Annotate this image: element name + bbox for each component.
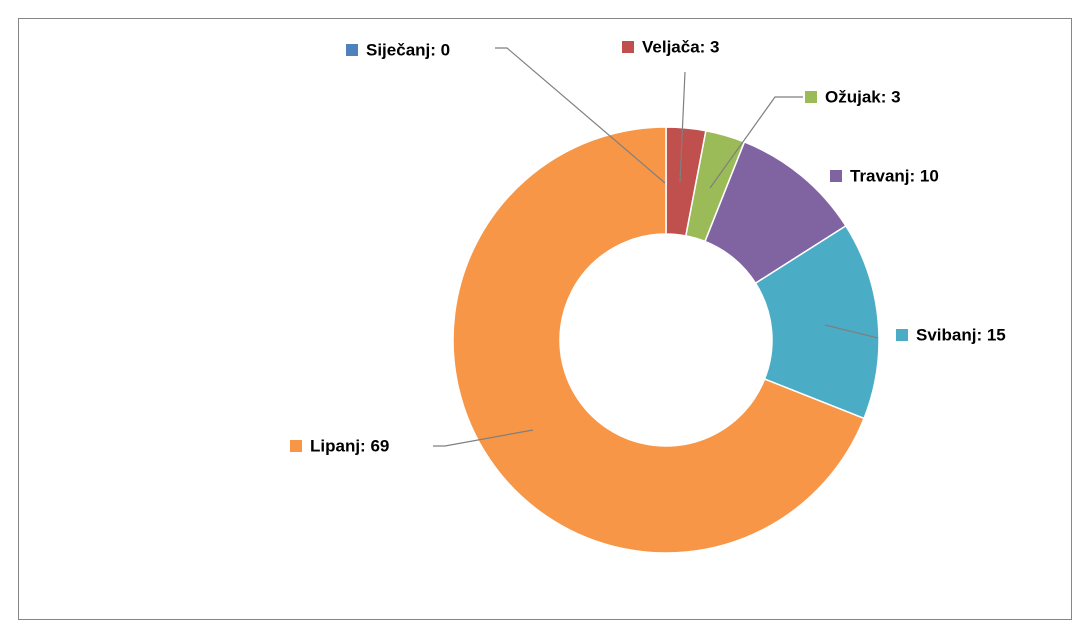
data-label: Travanj: 10	[850, 166, 939, 185]
label-marker	[290, 440, 302, 452]
leader-line	[709, 96, 803, 189]
data-label: Lipanj: 69	[310, 436, 389, 455]
leader-line	[824, 324, 879, 339]
label-marker	[896, 329, 908, 341]
leader-line	[679, 71, 686, 183]
data-label: Veljača: 3	[642, 37, 720, 56]
label-marker	[805, 91, 817, 103]
label-marker	[622, 41, 634, 53]
data-label: Svibanj: 15	[916, 325, 1006, 344]
leader-line	[495, 47, 666, 184]
label-marker	[346, 44, 358, 56]
data-label: Siječanj: 0	[366, 40, 450, 59]
data-label: Ožujak: 3	[825, 87, 901, 106]
donut-slice	[452, 126, 866, 554]
label-marker	[830, 170, 842, 182]
donut-slice	[754, 224, 880, 420]
leader-line	[433, 429, 534, 447]
